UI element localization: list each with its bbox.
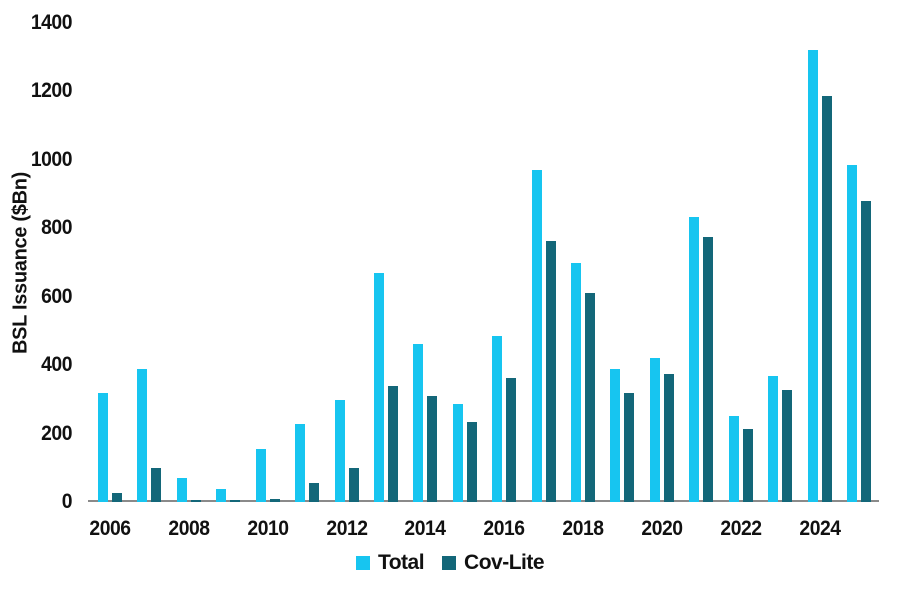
bar-cov-lite-2023	[782, 390, 793, 502]
bar-cov-lite-2020	[663, 374, 674, 502]
bar-total-2023	[768, 376, 779, 502]
y-tick-400: 400	[41, 353, 72, 377]
y-tick-1200: 1200	[30, 79, 73, 103]
y-tick-1000: 1000	[30, 147, 73, 171]
bar-cov-lite-2006	[112, 493, 122, 502]
x-tick-2018: 2018	[562, 517, 604, 540]
y-tick-600: 600	[41, 284, 72, 308]
bar-total-2021	[689, 217, 700, 502]
y-axis-title: BSL Issuance ($Bn)	[9, 171, 32, 355]
bar-cov-lite-2015	[466, 421, 477, 502]
bar-total-2019	[610, 368, 621, 502]
legend: Total Cov-Lite	[0, 551, 900, 575]
bar-cov-lite-2008	[190, 500, 201, 502]
bar-cov-lite-2014	[427, 395, 438, 502]
total-series-swatch-icon	[355, 556, 370, 570]
cov-lite-series-swatch-icon	[442, 556, 457, 570]
y-tick-0: 0	[61, 490, 73, 513]
bar-cov-lite-2016	[506, 378, 517, 502]
bar-total-2006	[98, 392, 108, 502]
bar-cov-lite-2018	[585, 293, 596, 502]
y-tick-800: 800	[41, 216, 72, 240]
x-tick-2020: 2020	[641, 517, 683, 540]
bar-cov-lite-2019	[624, 392, 635, 502]
x-tick-2024: 2024	[798, 517, 841, 540]
bar-cov-lite-2024	[821, 95, 832, 502]
bar-total-2015	[452, 404, 463, 502]
bar-cov-lite-2009	[230, 500, 241, 502]
bar-total-2008	[176, 478, 187, 502]
bar-total-2010	[255, 448, 266, 502]
bar-total-2017	[531, 170, 542, 502]
bar-cov-lite-2017	[545, 240, 556, 502]
bar-total-2012	[334, 400, 345, 502]
bar-total-2007	[137, 369, 148, 502]
x-tick-2022: 2022	[720, 517, 762, 540]
bar-total-2013	[373, 273, 384, 502]
bar-cov-lite-2013	[387, 386, 398, 502]
x-tick-2010: 2010	[247, 517, 289, 540]
bar-total-2020	[649, 358, 660, 502]
bar-cov-lite-2022	[742, 428, 753, 502]
bar-cov-lite-2012	[348, 467, 359, 502]
bar-cov-lite-2011	[309, 483, 320, 502]
bar-total-2011	[295, 424, 306, 502]
y-tick-200: 200	[41, 421, 72, 445]
bar-cov-lite-2010	[269, 498, 280, 502]
x-tick-2016: 2016	[483, 517, 526, 540]
x-axis-line	[88, 500, 879, 502]
legend-item-cov-lite: Cov-Lite	[442, 551, 545, 575]
legend-label-total: Total	[377, 551, 425, 574]
bar-total-2024	[807, 50, 818, 502]
bar-total-2025	[846, 165, 857, 502]
bar-total-2018	[571, 262, 582, 502]
bar-total-2022	[728, 416, 739, 502]
legend-item-total: Total	[355, 551, 425, 575]
bar-total-2016	[492, 336, 503, 502]
bar-total-2009	[216, 489, 227, 502]
x-tick-2014: 2014	[404, 517, 447, 540]
bar-cov-lite-2021	[703, 236, 714, 502]
y-tick-1400: 1400	[30, 11, 73, 34]
bar-total-2014	[413, 343, 424, 502]
x-tick-2006: 2006	[89, 517, 131, 540]
x-tick-2008: 2008	[168, 517, 210, 540]
bar-cov-lite-2007	[151, 468, 162, 502]
x-tick-2012: 2012	[325, 517, 368, 540]
bar-cov-lite-2025	[860, 200, 871, 502]
legend-label-cov-lite: Cov-Lite	[464, 551, 545, 574]
